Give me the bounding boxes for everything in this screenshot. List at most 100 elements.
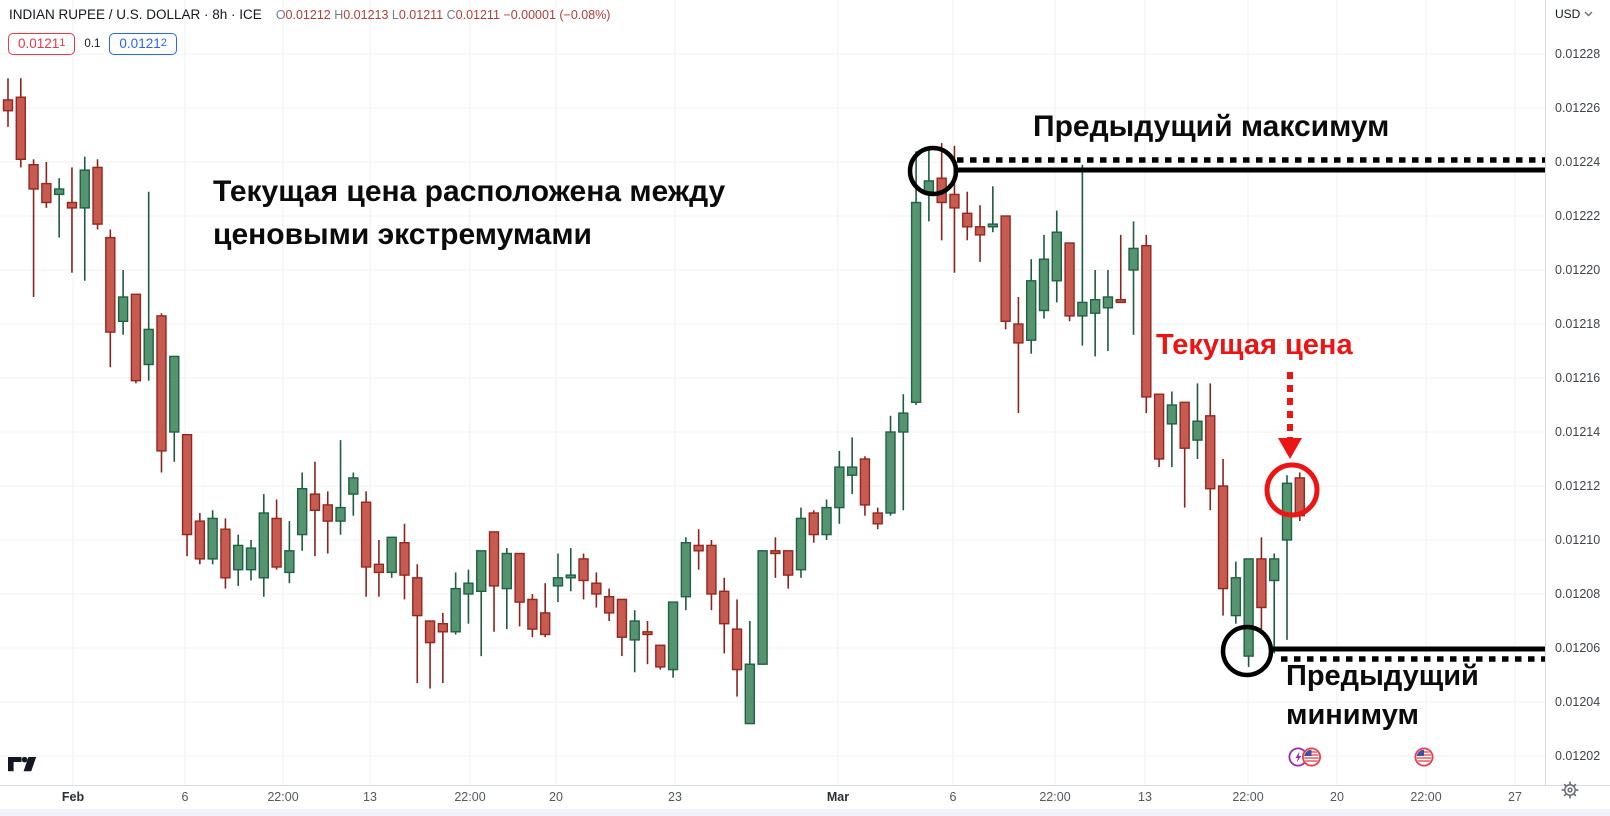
- candle: [1013, 297, 1024, 414]
- candle: [1102, 270, 1114, 351]
- candle: [616, 598, 628, 657]
- time-tick-label: 27: [1508, 790, 1522, 804]
- candle: [539, 583, 551, 638]
- symbol-title[interactable]: INDIAN RUPEE / U.S. DOLLAR · 8h · ICE: [9, 7, 262, 22]
- current-price-circle-annotation[interactable]: [1264, 462, 1320, 518]
- prev-min-circle-annotation[interactable]: [1220, 624, 1274, 678]
- candle: [782, 550, 794, 589]
- candle: [987, 186, 999, 233]
- candle: [1166, 391, 1178, 468]
- candle: [399, 523, 410, 600]
- candle: [53, 178, 65, 238]
- currency-dropdown[interactable]: USD: [1555, 7, 1593, 21]
- price-tick-label: 0.01214: [1555, 425, 1601, 439]
- candle: [578, 553, 589, 600]
- symbol-legend[interactable]: INDIAN RUPEE / U.S. DOLLAR · 8h · ICE O0.…: [9, 7, 610, 22]
- chart-plot-area[interactable]: INDIAN RUPEE / U.S. DOLLAR · 8h · ICE O0.…: [0, 0, 1545, 785]
- candle: [322, 491, 333, 554]
- time-axis[interactable]: Feb 6 22:00 13 22:00 20 23 Mar 6 22:00 13 22:00 20 22…: [0, 785, 1610, 809]
- candle: [41, 162, 52, 208]
- candle: [450, 572, 461, 635]
- current-price-label[interactable]: Текущая цена: [1156, 329, 1353, 361]
- candle: [706, 540, 717, 611]
- candle: [1025, 259, 1037, 354]
- sell-button[interactable]: 0.0121 1: [8, 33, 76, 55]
- candle: [859, 456, 871, 516]
- candle: [962, 191, 973, 241]
- candle: [629, 610, 640, 673]
- price-tick-label: 0.01204: [1555, 695, 1601, 709]
- time-tick-label: 23: [668, 790, 682, 804]
- candle: [181, 434, 193, 557]
- candle: [655, 644, 666, 670]
- candle: [1051, 210, 1062, 303]
- time-tick-label: Mar: [826, 790, 850, 804]
- previous-maximum-label[interactable]: Предыдущий максимум: [1033, 110, 1390, 143]
- previous-minimum-label[interactable]: Предыдущий минимум: [1286, 660, 1479, 731]
- price-tick-label: 0.01212: [1555, 479, 1601, 493]
- time-tick-label: 6: [181, 790, 189, 804]
- price-tick-label: 0.01222: [1555, 209, 1601, 223]
- us-flag-icon: [1414, 747, 1434, 767]
- candle: [1089, 270, 1101, 357]
- candle: [117, 270, 129, 335]
- time-tick-label: 22:00: [1232, 790, 1264, 804]
- candle: [258, 494, 269, 597]
- candle: [412, 564, 423, 684]
- note-annotation[interactable]: Текущая цена расположена между ценовыми …: [213, 175, 726, 251]
- candle: [271, 499, 282, 570]
- candle: [1217, 459, 1229, 616]
- candle: [2, 78, 14, 127]
- economic-event-icon-pair[interactable]: [1288, 746, 1322, 768]
- candle: [143, 191, 154, 381]
- candle: [693, 529, 704, 570]
- candle: [821, 499, 832, 540]
- candle: [309, 461, 321, 557]
- candle: [514, 552, 525, 627]
- prev-max-circle-annotation[interactable]: [907, 145, 959, 197]
- candle: [1064, 242, 1075, 322]
- time-tick-label: 20: [1330, 790, 1344, 804]
- candle: [194, 513, 206, 565]
- price-axis[interactable]: USD 0.01228 0.01226 0.01224 0.01222 0.01220 0…: [1545, 0, 1610, 785]
- candle: [169, 355, 180, 462]
- candle: [565, 548, 576, 592]
- candle: [348, 472, 359, 516]
- candle: [667, 601, 679, 678]
- lightning-icon: [1295, 751, 1302, 763]
- candle: [245, 540, 257, 581]
- candle: [846, 437, 858, 495]
- candle: [872, 507, 883, 530]
- candle: [552, 553, 564, 603]
- price-tick-label: 0.01206: [1555, 641, 1601, 655]
- chevron-down-icon: [1584, 11, 1593, 17]
- candle: [1243, 558, 1254, 667]
- candle: [1256, 537, 1267, 630]
- candle: [757, 550, 768, 665]
- candle: [207, 510, 218, 565]
- change-value: −0.00001 (−0.08%): [503, 8, 611, 22]
- candle: [974, 205, 986, 262]
- buy-button[interactable]: 0.0121 2: [109, 33, 177, 55]
- candle: [1205, 383, 1216, 511]
- candle: [66, 167, 78, 273]
- tradingview-logo[interactable]: [8, 757, 38, 772]
- candle: [1141, 234, 1152, 414]
- candle: [463, 569, 474, 624]
- candle: [1115, 234, 1126, 304]
- time-tick-label: 22:00: [1410, 790, 1442, 804]
- time-tick-label: 6: [949, 790, 957, 804]
- time-tick-label: 22:00: [267, 790, 299, 804]
- candle: [79, 156, 90, 281]
- price-tick-label: 0.01210: [1555, 533, 1601, 547]
- candle: [1281, 475, 1293, 640]
- candle: [527, 594, 538, 638]
- candle: [1269, 553, 1280, 654]
- gear-icon[interactable]: [1560, 780, 1580, 800]
- economic-event-icon[interactable]: [1413, 746, 1435, 768]
- current-price-arrowhead[interactable]: [1278, 438, 1302, 459]
- candle: [501, 548, 513, 630]
- time-tick-label: Feb: [61, 790, 85, 804]
- candle: [92, 159, 103, 230]
- candle: [591, 572, 602, 608]
